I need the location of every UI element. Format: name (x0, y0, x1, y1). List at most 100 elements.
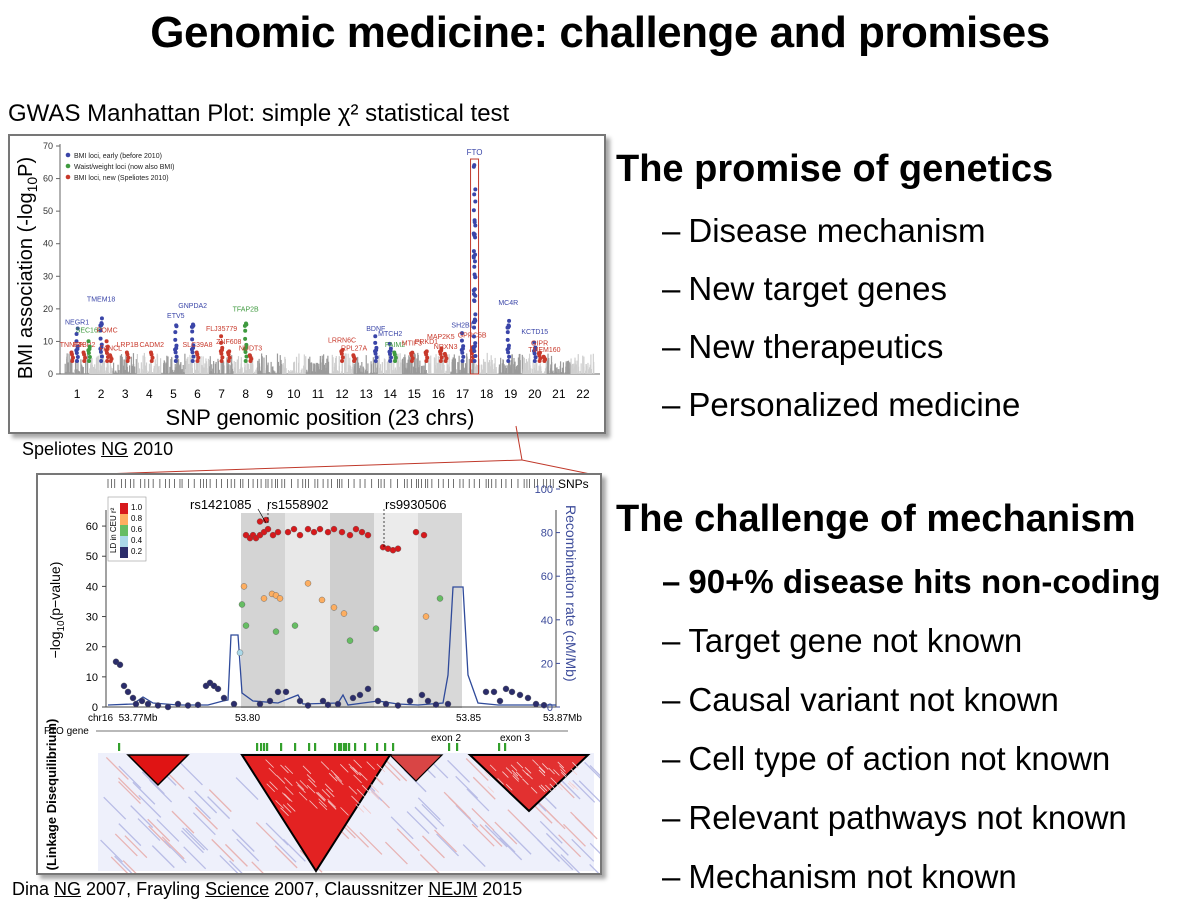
ld-texture (195, 806, 218, 830)
snp-point (412, 528, 420, 536)
snp-point (346, 637, 354, 644)
locus-point (87, 344, 92, 349)
ld-texture (161, 836, 185, 860)
locus-point (505, 330, 510, 335)
snp-point (310, 528, 318, 536)
y-tick-label: 50 (43, 206, 53, 216)
ld-legend-label: 1.0 (131, 503, 143, 512)
fto-highlight-box (470, 158, 480, 375)
snps-label: SNPs (558, 477, 589, 491)
chromosome-label: 4 (146, 387, 153, 401)
promise-item: – Disease mechanism (662, 212, 985, 250)
locus-point (196, 355, 201, 360)
x-tick-label: 53.87Mb (543, 713, 582, 724)
ld-texture (236, 838, 260, 862)
ld-texture (269, 781, 278, 790)
ld-texture (448, 796, 472, 820)
gene-label: FANCL (99, 345, 122, 352)
ld-texture (340, 807, 349, 816)
ld-texture (147, 818, 171, 842)
ld-texture (286, 803, 296, 812)
ld-texture (130, 805, 154, 829)
ld-texture (538, 785, 546, 793)
ld-texture (266, 783, 276, 793)
ld-legend-swatch (120, 536, 128, 547)
ld-texture (265, 759, 274, 768)
chromosome-label: 16 (432, 387, 446, 401)
snp-point (406, 697, 414, 705)
locus-point (472, 344, 477, 349)
ld-texture (560, 769, 567, 776)
gene-label: NRXN3 (434, 344, 458, 351)
locus-point (472, 264, 477, 269)
ld-texture (538, 766, 546, 774)
exon-bar (280, 743, 283, 751)
ld-texture (532, 759, 539, 767)
bullet-dash: – (662, 622, 681, 659)
gene-label: MAP2K5 (427, 334, 455, 341)
ld-texture (434, 829, 457, 853)
locus-point (506, 358, 511, 363)
locus-point (174, 323, 179, 328)
snp-point (508, 688, 516, 696)
locus-point (340, 348, 345, 353)
ld-texture (511, 769, 519, 777)
y2-tick-label: 80 (541, 528, 553, 540)
ld-texture (422, 835, 445, 859)
ld-block (388, 754, 444, 782)
snp-point (394, 702, 402, 709)
ld-texture (526, 772, 533, 780)
gene-label: SH2B1 (451, 323, 473, 330)
exon-bar (364, 743, 367, 751)
snp-point (318, 596, 326, 604)
exon-bar (343, 743, 346, 751)
locus-point (471, 208, 476, 213)
locus-point (424, 349, 429, 354)
y-label-part: P) (15, 157, 37, 177)
chromosome-label: 17 (456, 387, 470, 401)
y-label-part: (p−value) (47, 562, 63, 621)
snp-point (482, 688, 490, 696)
exon-bar (260, 743, 263, 751)
cite-part: NEJM (428, 879, 478, 899)
ld-texture (353, 759, 362, 769)
chromosome-label: 21 (552, 387, 566, 401)
locus-point (471, 164, 476, 169)
ld-texture (346, 824, 369, 848)
chromosome-label: 15 (408, 387, 422, 401)
ld-texture (553, 769, 560, 776)
locus-point (83, 355, 88, 360)
snp-point (352, 525, 360, 533)
locus-point (473, 199, 478, 204)
ld-texture (151, 845, 175, 869)
gene-label: POMC (97, 328, 118, 335)
ld-texture (545, 832, 569, 856)
snp-point (256, 700, 264, 708)
exon-bar (448, 743, 451, 751)
locus-point (389, 355, 394, 360)
locus-point (126, 355, 131, 360)
locus-point (410, 350, 415, 355)
ld-texture (284, 786, 294, 795)
ld-texture (192, 812, 216, 836)
ld-texture (327, 801, 337, 810)
ld-texture (149, 779, 173, 803)
cite-part: Dina (12, 879, 55, 899)
gene-label: ZNF608 (216, 339, 241, 346)
ld-texture (138, 794, 162, 818)
snp-point (372, 625, 380, 632)
snp-point (420, 531, 428, 539)
snp-point (272, 628, 280, 635)
locus-point (82, 358, 87, 363)
ld-texture (281, 792, 291, 801)
gene-label: TNNI3K (60, 342, 85, 349)
ld-texture (574, 816, 598, 840)
locus-point (242, 323, 247, 328)
snp-point (324, 701, 332, 709)
ld-texture (297, 784, 306, 794)
ld-texture (489, 764, 497, 772)
ld-texture (327, 798, 336, 808)
y2-tick-label: 40 (541, 615, 553, 627)
gene-label: MC4R (498, 300, 518, 307)
locus-point (461, 354, 466, 359)
